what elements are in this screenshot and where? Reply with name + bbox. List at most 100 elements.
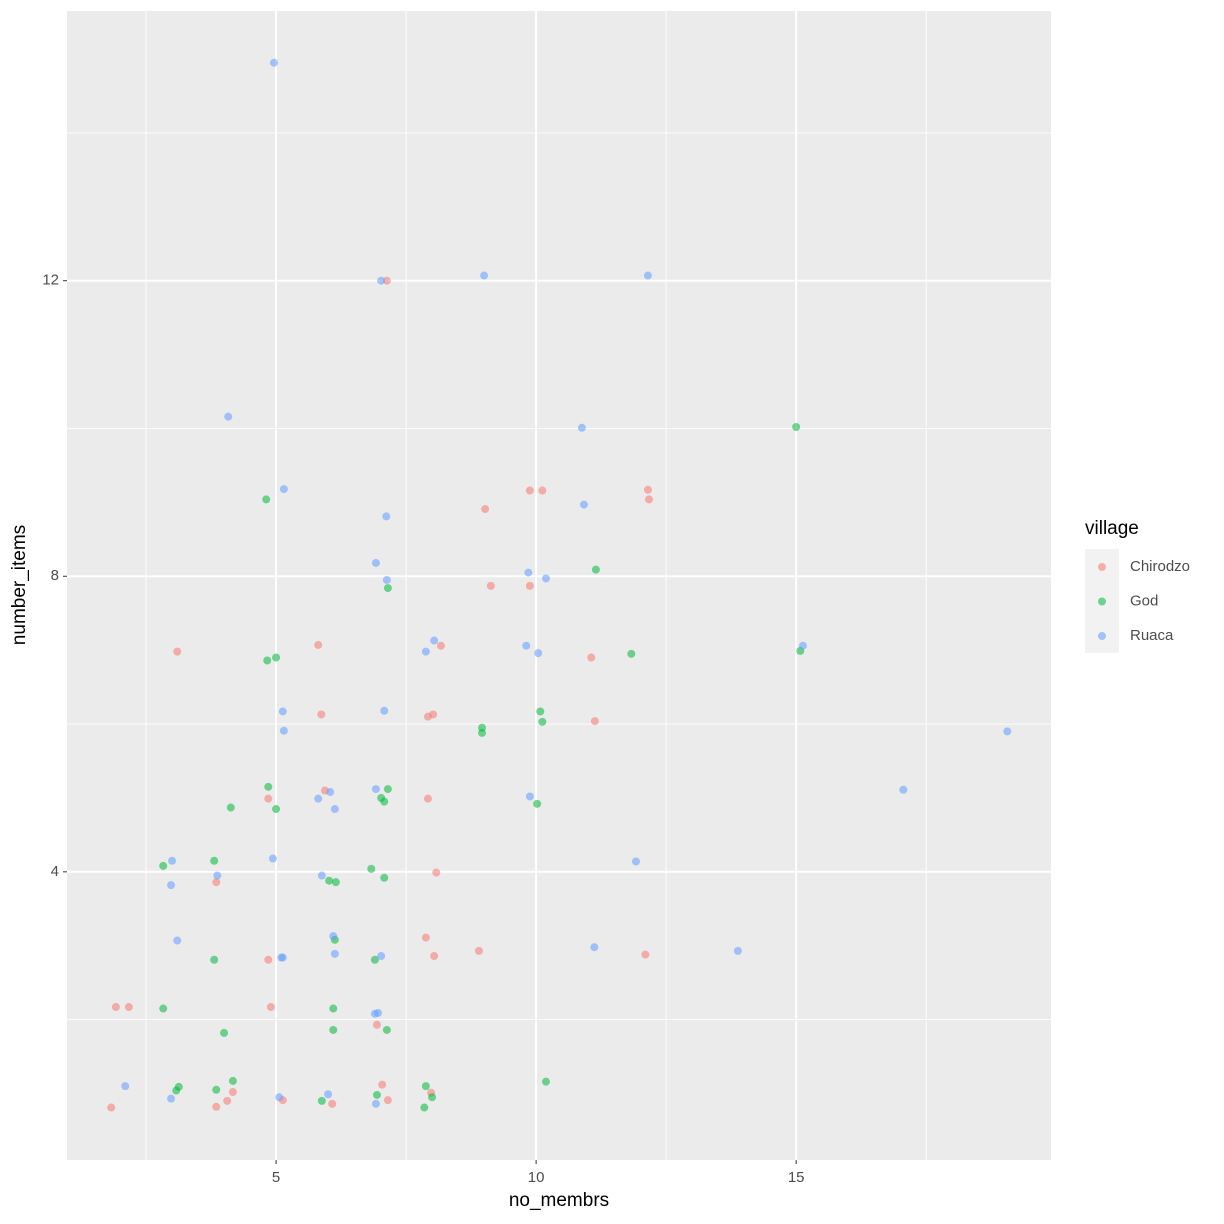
point [538, 486, 547, 495]
point [428, 1093, 437, 1102]
point [212, 878, 221, 887]
point [279, 485, 288, 494]
point [382, 512, 391, 521]
legend-key [1098, 632, 1106, 640]
point [107, 1103, 116, 1112]
point [480, 271, 489, 280]
point [371, 785, 380, 794]
point [644, 495, 653, 504]
point [486, 581, 495, 590]
point [272, 805, 281, 814]
point [421, 933, 430, 942]
point [541, 574, 550, 583]
point [377, 952, 386, 961]
point [525, 792, 534, 801]
point [372, 1090, 381, 1099]
point [590, 943, 599, 952]
legend-key [1098, 597, 1106, 606]
point [210, 955, 219, 964]
point [474, 946, 483, 955]
point [590, 717, 599, 726]
point [121, 1082, 130, 1091]
point [577, 423, 586, 432]
point [430, 952, 439, 961]
point [421, 647, 430, 656]
point [370, 955, 379, 964]
y-tick-label: 12 [42, 272, 59, 289]
point [377, 276, 386, 285]
point [733, 946, 742, 955]
point [325, 876, 334, 885]
point [278, 707, 287, 716]
point [380, 873, 389, 882]
point [534, 649, 543, 658]
point [1003, 727, 1012, 736]
point [317, 1096, 326, 1105]
point [382, 276, 391, 285]
point [378, 1080, 387, 1089]
point [579, 500, 588, 509]
point [228, 1076, 237, 1085]
panel [67, 11, 1051, 1160]
point [380, 797, 389, 806]
point [429, 710, 438, 719]
point [210, 856, 219, 865]
point [525, 581, 534, 590]
point [329, 1025, 338, 1034]
point [220, 1028, 229, 1037]
point [279, 726, 288, 735]
point [436, 641, 445, 650]
point [328, 1099, 337, 1108]
point [541, 1077, 550, 1086]
point [331, 878, 340, 887]
point [173, 647, 182, 656]
legend-label: Ruaca [1130, 627, 1174, 644]
point [159, 861, 168, 870]
y-tick-label: 8 [51, 567, 59, 584]
point [329, 1004, 338, 1013]
point [525, 486, 534, 495]
y-tick-label: 4 [51, 863, 59, 880]
point [432, 868, 441, 877]
point [522, 641, 531, 650]
y-axis-title: number_items [9, 525, 30, 645]
point [382, 575, 391, 584]
point [371, 1099, 380, 1108]
point [168, 856, 177, 865]
point [798, 641, 807, 650]
point [587, 653, 596, 662]
point [421, 1082, 430, 1091]
point [224, 412, 233, 421]
point [631, 857, 640, 866]
point [792, 423, 801, 432]
x-tick-label: 10 [528, 1169, 545, 1186]
point [269, 58, 278, 67]
point [266, 1003, 275, 1012]
x-axis-title: no_membrs [509, 1190, 609, 1211]
point [478, 728, 487, 737]
point [275, 1093, 284, 1102]
point [371, 558, 380, 567]
legend-title: village [1085, 518, 1139, 539]
point [111, 1003, 120, 1012]
point [263, 656, 272, 665]
point [317, 710, 326, 719]
point [591, 565, 600, 574]
point [326, 788, 335, 797]
point [329, 932, 338, 941]
point [272, 653, 281, 662]
point [212, 1102, 221, 1111]
point [228, 1088, 237, 1097]
point [380, 706, 389, 715]
point [372, 1020, 381, 1029]
point [278, 953, 287, 962]
point [264, 955, 273, 964]
point [330, 949, 339, 958]
point [383, 1096, 392, 1105]
point [538, 717, 547, 726]
point [627, 649, 636, 658]
point [264, 794, 273, 803]
point [268, 854, 277, 863]
legend-key [1098, 563, 1106, 571]
